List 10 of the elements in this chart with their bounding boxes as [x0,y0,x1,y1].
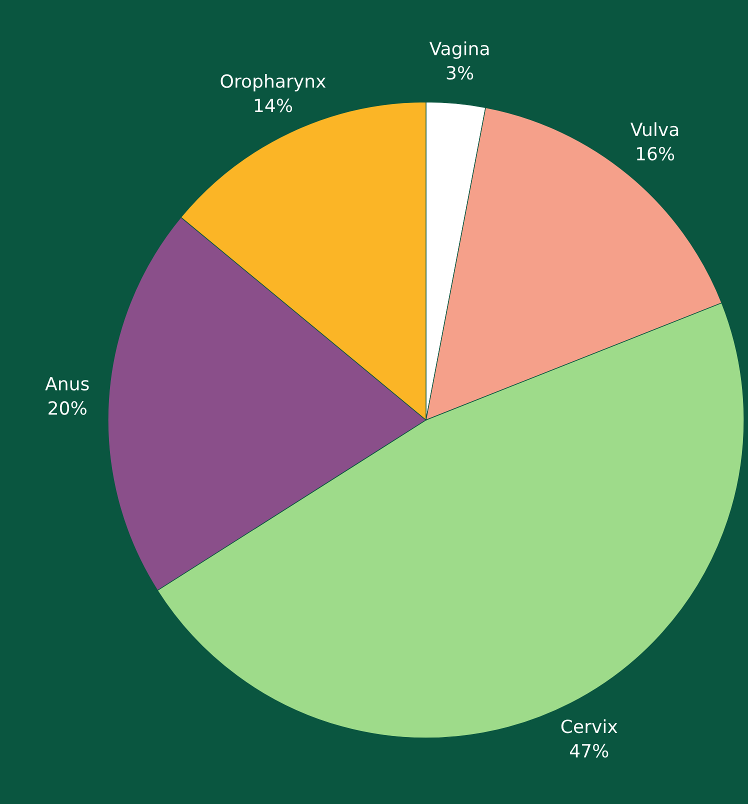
slice-label: Oropharynx [220,74,326,92]
data-label: 20% [48,401,86,415]
slice-label: Cervix [561,719,618,734]
slice-label: Vagina [429,41,489,59]
data-label: 47% [570,744,608,758]
data-label: 14% [254,98,292,112]
slice-label: Anus [45,377,89,391]
data-label: 3% [446,66,474,80]
data-label: 16% [636,146,674,161]
slice-label: Vulva [630,122,678,136]
